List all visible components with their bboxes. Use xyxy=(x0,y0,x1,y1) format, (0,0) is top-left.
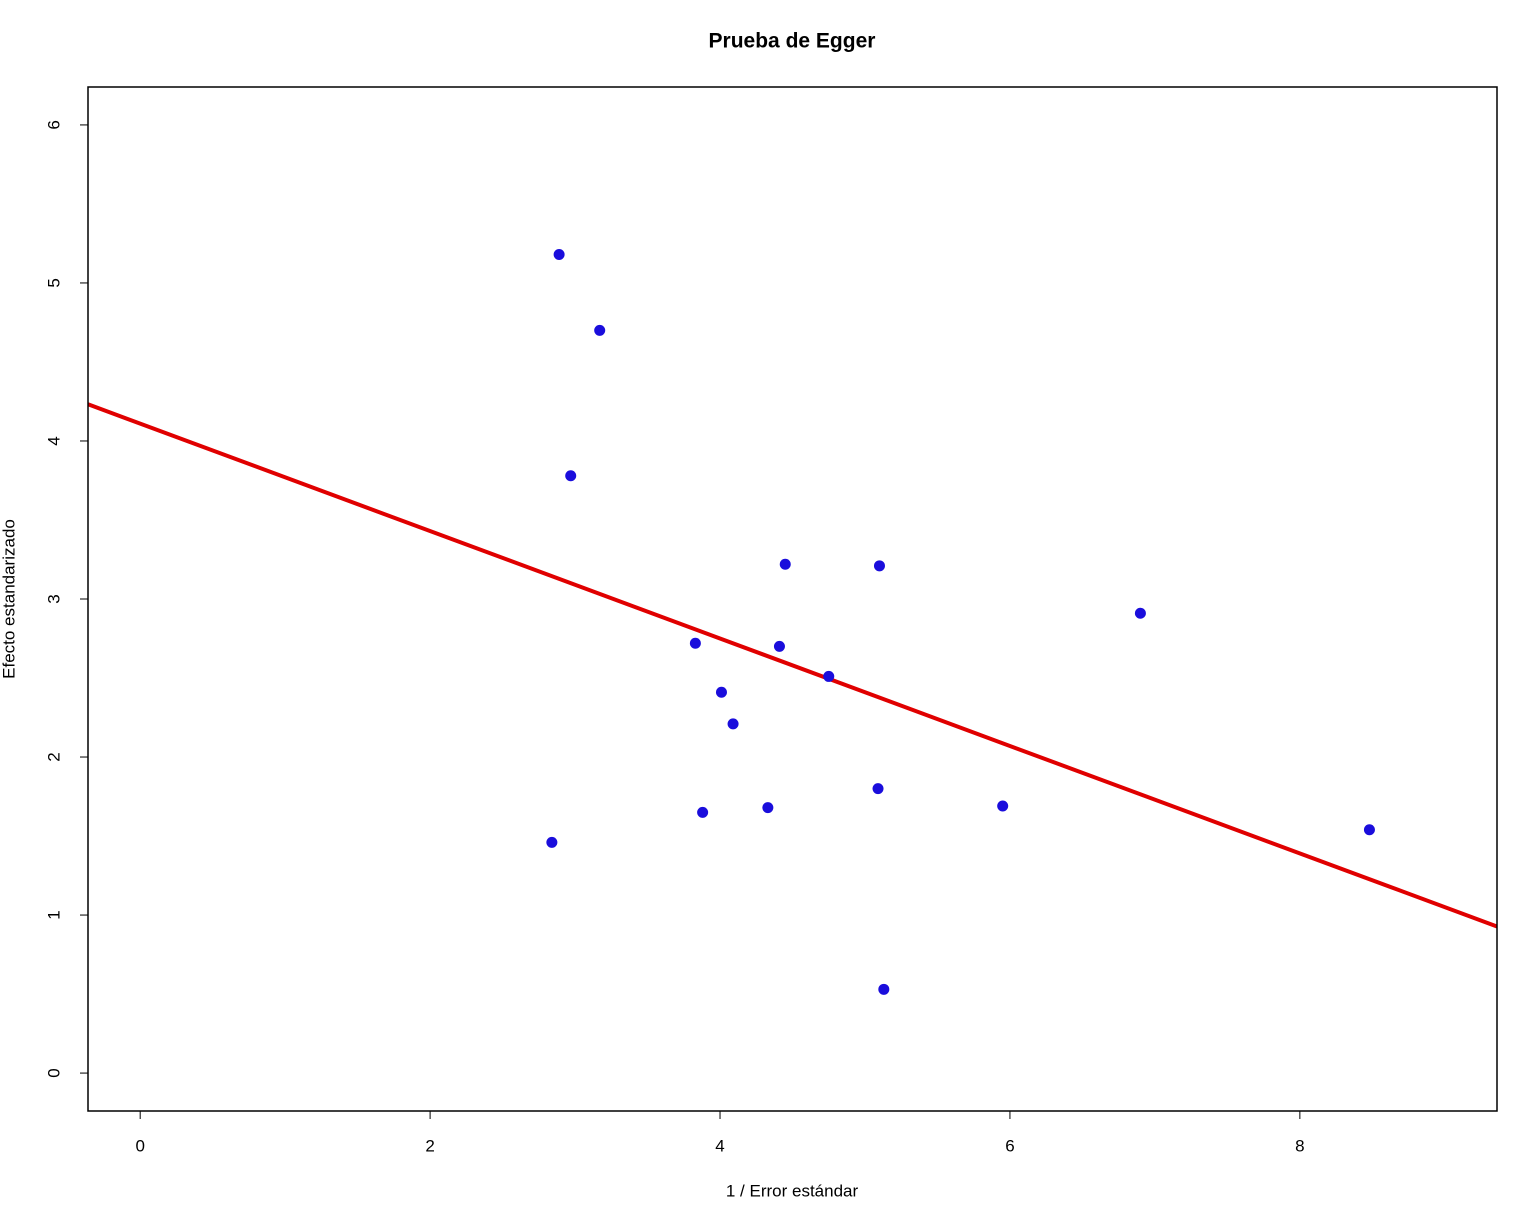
data-point xyxy=(823,670,835,682)
data-point xyxy=(1363,824,1375,836)
y-axis-label: Efecto estandarizado xyxy=(0,519,18,679)
y-tick-label: 2 xyxy=(44,752,63,761)
x-tick-label: 8 xyxy=(1295,1136,1304,1155)
data-point xyxy=(762,802,774,814)
data-point xyxy=(727,718,739,730)
data-point xyxy=(553,249,565,261)
data-point xyxy=(773,640,785,652)
y-tick-label: 6 xyxy=(44,120,63,129)
data-point xyxy=(697,806,709,818)
data-point xyxy=(872,783,884,795)
y-tick-label: 5 xyxy=(44,278,63,287)
data-point xyxy=(779,558,791,570)
y-tick-label: 1 xyxy=(44,910,63,919)
data-point xyxy=(565,470,577,482)
data-point xyxy=(873,560,885,572)
y-tick-label: 0 xyxy=(44,1068,63,1077)
data-point xyxy=(878,983,890,995)
regression-line xyxy=(88,402,1497,929)
y-tick-label: 4 xyxy=(44,436,63,445)
data-point xyxy=(594,324,606,336)
y-tick-label: 3 xyxy=(44,594,63,603)
data-point xyxy=(1134,607,1146,619)
data-point xyxy=(997,800,1009,812)
x-tick-label: 2 xyxy=(425,1136,434,1155)
x-tick-label: 4 xyxy=(715,1136,724,1155)
x-tick-label: 0 xyxy=(135,1136,144,1155)
plot-frame xyxy=(87,86,1498,1112)
chart-title: Prueba de Egger xyxy=(709,30,876,53)
data-point xyxy=(689,637,701,649)
x-axis-label: 1 / Error estándar xyxy=(726,1181,859,1200)
data-point xyxy=(546,836,558,848)
data-point xyxy=(715,686,727,698)
x-tick-label: 6 xyxy=(1005,1136,1014,1155)
